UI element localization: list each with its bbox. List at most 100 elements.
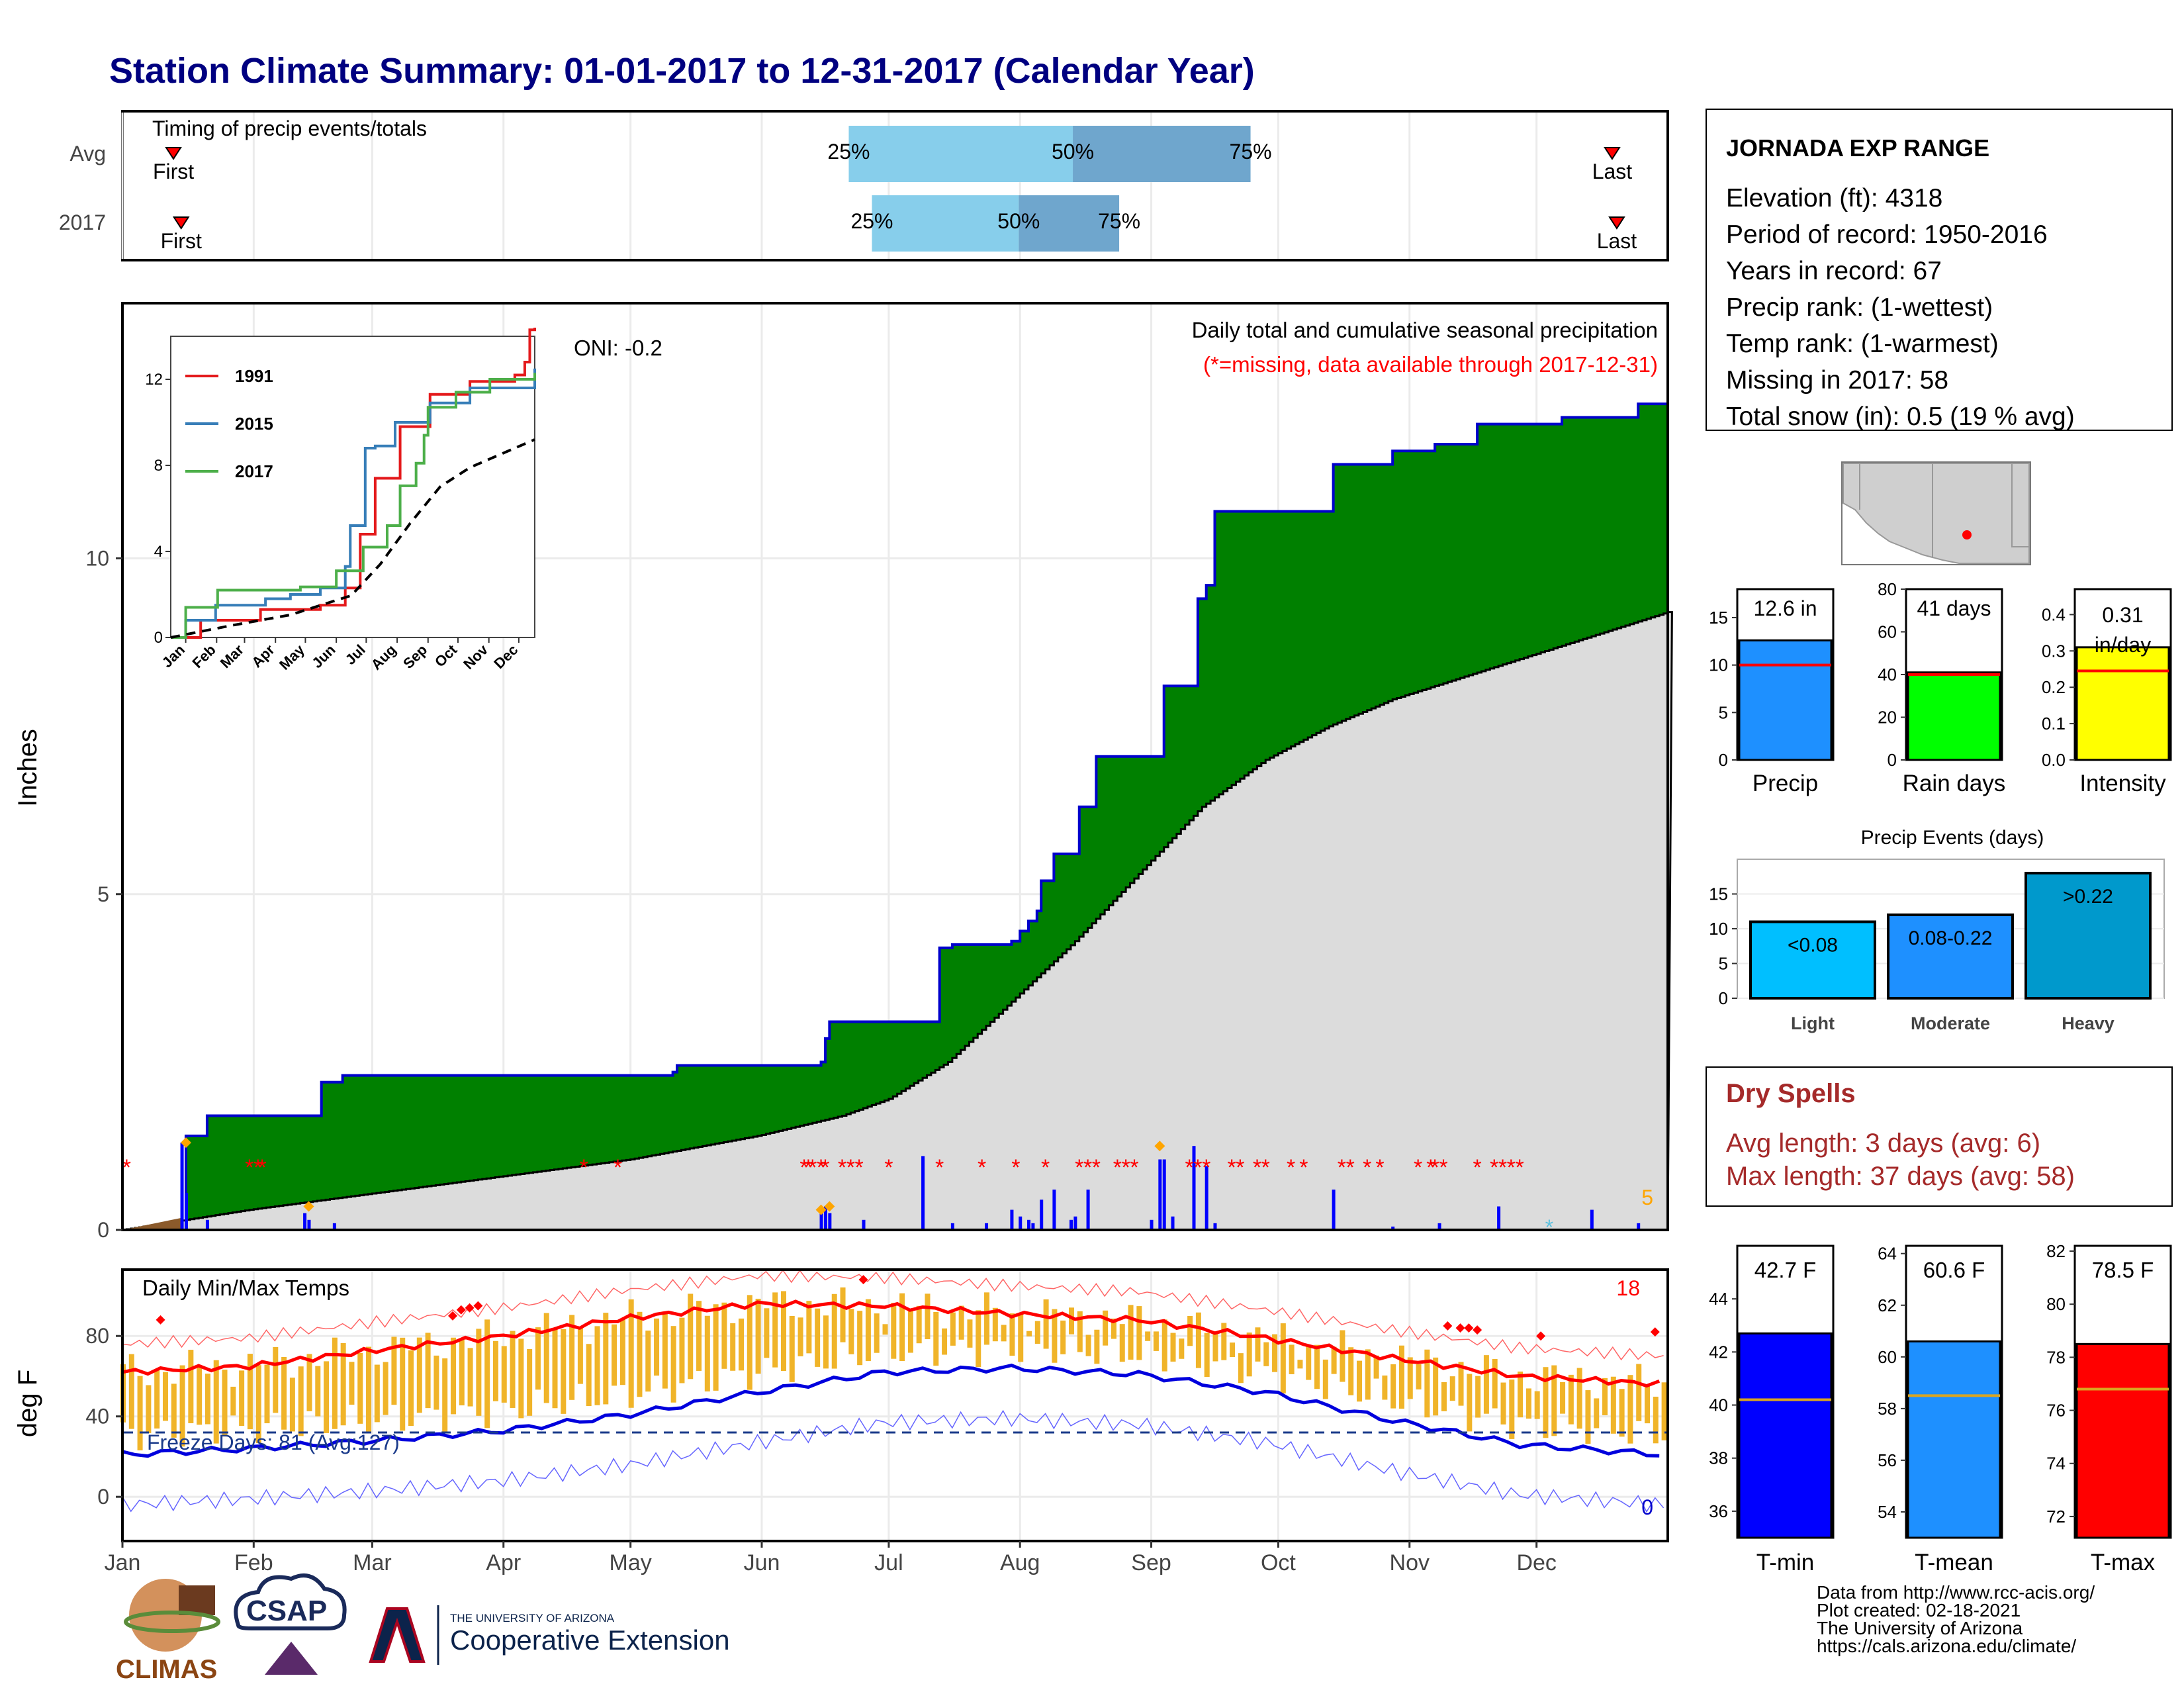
ua-logo: THE UNIVERSITY OF ARIZONA Cooperative Ex… [369, 1605, 730, 1665]
daily-temp-range-bar [264, 1364, 270, 1424]
deficit-wedge [122, 1217, 182, 1230]
daily-temp-range-bar [1645, 1385, 1651, 1424]
daily-temp-range-bar [1602, 1378, 1608, 1415]
daily-temp-range-bar [1009, 1313, 1015, 1356]
daily-temp-range-bar [1551, 1365, 1557, 1436]
daily-temp-range-bar [1610, 1376, 1616, 1434]
temp-summary-ytick-label: 38 [1709, 1448, 1728, 1468]
mini-chart-ytick-label: 0.3 [2042, 641, 2066, 661]
precip-frame [121, 302, 1669, 1231]
missing-data-note: (*=missing, data available through 2017-… [1203, 352, 1658, 377]
daily-temp-range-bar [1594, 1398, 1600, 1429]
daily-temp-range-bar [670, 1326, 676, 1403]
daily-temp-range-bar [942, 1328, 948, 1355]
mini-chart-value-text: 41 days [1917, 596, 1991, 620]
daily-temp-range-bar [831, 1293, 837, 1369]
daily-temp-range-bar [1077, 1311, 1083, 1352]
daily-temp-range-bar [907, 1309, 913, 1353]
daily-temp-range-bar [340, 1342, 346, 1426]
inset-legend-label: 2017 [235, 461, 273, 481]
footer: CLIMAS CSAP THE UNIVERSITY OF ARIZONA Co… [116, 1573, 2095, 1684]
month-label: Jul [874, 1550, 903, 1575]
daily-temp-range-bar [171, 1383, 177, 1438]
missing-day-asterisk: * [1507, 1155, 1516, 1180]
daily-temp-range-bar [958, 1305, 964, 1340]
missing-day-asterisk: * [1261, 1155, 1270, 1180]
month-label: Jun [744, 1550, 780, 1575]
missing-day-asterisk: * [1236, 1155, 1244, 1180]
daily-temp-range-bar [1398, 1345, 1404, 1409]
mini-chart-value-unit: in/day [2095, 633, 2151, 657]
daily-temp-range-bar [1289, 1344, 1295, 1374]
last-event-marker [1608, 216, 1625, 230]
daily-temp-range-bar [1230, 1342, 1236, 1357]
events-bar-light [1749, 920, 1876, 1000]
daily-temp-range-bar [645, 1331, 651, 1392]
map-region [1843, 463, 2030, 564]
daily-temp-range-bar [527, 1348, 533, 1416]
temp-summary-ytick-label: 42 [1709, 1342, 1728, 1362]
climas-block [179, 1585, 215, 1615]
ua-a-mark [369, 1607, 426, 1663]
inset-ytick-label: 0 [154, 629, 163, 647]
first-event-marker [165, 147, 182, 160]
missing-day-asterisk: * [614, 1155, 622, 1180]
precip-chart-title: Daily total and cumulative seasonal prec… [1192, 318, 1658, 342]
daily-temp-range-bar [586, 1344, 592, 1407]
missing-day-asterisk: * [1083, 1155, 1092, 1180]
mini-chart-label: Intensity [2079, 771, 2166, 796]
climas-ring [124, 1611, 220, 1633]
daily-temp-range-bar [874, 1313, 880, 1353]
timing-50-label: 50% [997, 209, 1040, 233]
daily-temp-range-bar [137, 1376, 143, 1451]
daily-precip-bar [1073, 1216, 1077, 1230]
daily-precip-bar [184, 1193, 188, 1230]
daily-temp-range-bar [984, 1292, 990, 1345]
daily-temp-range-bar [1068, 1307, 1074, 1335]
inset-ytick-label: 8 [154, 457, 163, 475]
missing-day-asterisk: * [884, 1155, 893, 1180]
mini-chart-label: Precip [1752, 771, 1818, 796]
daily-temp-range-bar [1518, 1371, 1524, 1418]
events-bar-tag: >0.22 [2063, 886, 2113, 908]
temp-panel: 0 40 80 deg F Daily Min/Max Temps 18 0 Fre… [13, 1268, 1669, 1575]
daily-precip-bar [180, 1143, 184, 1230]
daily-precip-bar [819, 1209, 823, 1230]
precip-ytick-label: 0 [97, 1218, 109, 1242]
daily-temp-range-bar [637, 1311, 643, 1397]
inset-series-1991 [171, 328, 536, 639]
events-ytick-label: 5 [1719, 954, 1728, 974]
temp-summary-value-text: 42.7 F [1754, 1258, 1817, 1282]
daily-temp-range-bar [1661, 1382, 1667, 1440]
month-label: Aug [1000, 1550, 1040, 1575]
daily-precip-bar [1637, 1223, 1641, 1230]
csap-cloud [234, 1573, 347, 1630]
daily-precip-bar [823, 1206, 827, 1230]
daily-temp-range-bar [679, 1317, 685, 1383]
last-event-marker [1604, 147, 1621, 160]
record-high-marker [156, 1315, 165, 1325]
daily-temp-range-bar [1627, 1375, 1633, 1444]
daily-temp-range-bar [1085, 1335, 1091, 1356]
record-high-marker [447, 1311, 457, 1321]
daily-temp-range-bar [865, 1299, 871, 1362]
timing-50-label: 50% [1052, 140, 1094, 164]
temp-summary-bar-t-mean [1907, 1340, 2001, 1539]
daily-precip-bar [1027, 1219, 1031, 1230]
climas-wordmark: CLIMAS [116, 1655, 217, 1684]
dry-spells-max: Max length: 37 days (avg: 58) [1726, 1162, 2075, 1191]
timing-bar-25-50 [848, 126, 1073, 182]
record-high-marker [1464, 1323, 1474, 1333]
temp-summary-label: T-min [1756, 1550, 1815, 1575]
daily-temp-range-bar [899, 1293, 905, 1362]
daily-temp-range-bar [857, 1311, 863, 1366]
page-title: Station Climate Summary: 01-01-2017 to 1… [109, 51, 1255, 91]
timing-panel: Timing of precip events/totals Avg 2017 … [59, 110, 1669, 261]
missing-day-asterisk: * [1113, 1155, 1122, 1180]
missing-day-asterisk: * [580, 1155, 588, 1180]
temp-summary-value-text: 60.6 F [1923, 1258, 1985, 1282]
daily-precip-bar [1052, 1190, 1056, 1230]
daily-temp-range-bar [840, 1287, 846, 1342]
daily-temp-range-bar [933, 1311, 939, 1366]
record-high-marker [465, 1303, 475, 1313]
